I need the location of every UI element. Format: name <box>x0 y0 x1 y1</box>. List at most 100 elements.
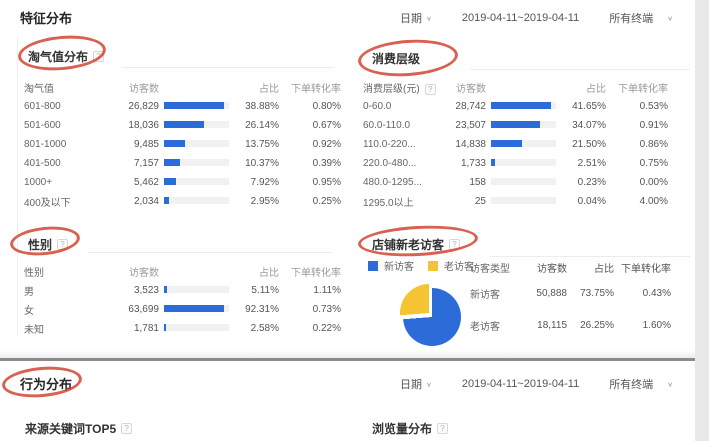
column-header: 性别 <box>24 268 44 279</box>
cell-conversion-rate: 0.43% <box>642 288 671 299</box>
bar-track <box>491 102 556 109</box>
bar-track <box>164 159 229 166</box>
visitors-bar <box>486 177 558 188</box>
cell-conversion-rate: 0.92% <box>312 139 341 150</box>
bar-track <box>164 121 229 128</box>
legend-item[interactable]: 新访客 <box>368 258 414 273</box>
table-row: 401-500 7,157 10.37% 0.39% <box>24 154 341 173</box>
pageviews-title-text: 浏览量分布 <box>372 422 433 436</box>
feature-header-controls: 日期 ∨ 2019-04-11~2019-04-11 所有终端 ∨ <box>400 8 700 28</box>
bar-track <box>164 102 229 109</box>
table-row: 110.0-220... 14,838 21.50% 0.86% <box>363 135 668 154</box>
visitors-bar <box>159 323 234 334</box>
visitors-bar <box>486 158 558 169</box>
cell-share: 73.75% <box>580 288 614 299</box>
cell-conversion-rate: 0.22% <box>312 323 341 334</box>
visitors-bar <box>486 139 558 150</box>
gender-section-title: 性别 ? <box>28 236 69 253</box>
table-row: 1295.0以上 25 0.04% 4.00% <box>363 192 668 211</box>
cell-visitors: 14,838 <box>455 139 486 150</box>
bar-track <box>491 140 556 147</box>
help-icon[interactable]: ? <box>449 239 461 250</box>
cell-visitors: 18,036 <box>128 120 159 131</box>
cell-share: 34.07% <box>572 120 606 131</box>
cell-share: 92.31% <box>245 304 279 315</box>
terminal-filter-dropdown[interactable]: 所有终端 ∨ <box>609 376 673 392</box>
table-row: 未知 1,781 2.58% 0.22% <box>24 319 341 338</box>
bar-fill <box>491 102 551 109</box>
terminal-filter-dropdown[interactable]: 所有终端 ∨ <box>609 10 673 26</box>
date-range-value[interactable]: 2019-04-11~2019-04-11 <box>461 378 580 390</box>
card-left-border <box>17 36 18 336</box>
divider-line <box>88 252 332 253</box>
table-header-row: 性别 访客数 占比 下单转化率 <box>24 262 341 281</box>
cell-conversion-rate: 0.73% <box>312 304 341 315</box>
chevron-down-icon: ∨ <box>667 14 674 22</box>
column-header: 访客类型 <box>470 264 510 275</box>
behavior-section-title: 行为分布 <box>20 377 73 392</box>
section-divider-line <box>0 358 695 361</box>
cell-visitors: 26,829 <box>128 101 159 112</box>
cell-share: 0.23% <box>577 177 606 188</box>
consume-section-title: 消费层级 <box>372 50 420 67</box>
taoqi-title-text: 淘气值分布 <box>28 50 89 64</box>
cell-visitors: 7,157 <box>133 158 159 169</box>
cell-label: 0-60.0 <box>363 101 392 112</box>
bar-track <box>164 324 229 331</box>
chevron-down-icon: ∨ <box>426 380 432 388</box>
cell-label: 1000+ <box>24 177 53 188</box>
visitors-bar <box>159 139 234 150</box>
table-row: 新访客 50,888 73.75% 0.43% <box>470 284 671 303</box>
bar-fill <box>164 178 176 185</box>
table-row: 0-60.0 28,742 41.65% 0.53% <box>363 97 668 116</box>
cell-visitors: 63,699 <box>128 304 159 315</box>
column-header: 下单转化率 <box>291 268 341 279</box>
bar-fill <box>164 159 180 166</box>
help-icon[interactable]: ? <box>121 423 133 434</box>
cell-conversion-rate: 0.39% <box>312 158 341 169</box>
cell-conversion-rate: 0.25% <box>312 196 341 207</box>
table-header-row: 淘气值 访客数 占比 下单转化率 <box>24 78 341 97</box>
table-row: 1000+ 5,462 7.92% 0.95% <box>24 173 341 192</box>
legend-swatch <box>428 260 438 271</box>
feature-section-title: 特征分布 <box>20 11 73 26</box>
table-row: 60.0-110.0 23,507 34.07% 0.91% <box>363 116 668 135</box>
table-row: 220.0-480... 1,733 2.51% 0.75% <box>363 154 668 173</box>
date-filter-dropdown[interactable]: 日期 ∨ <box>400 376 432 392</box>
taoqi-section-title: 淘气值分布 ? <box>28 48 105 65</box>
table-row: 801-1000 9,485 13.75% 0.92% <box>24 135 341 154</box>
cell-label: 1295.0以上 <box>363 198 414 209</box>
help-icon[interactable]: ? <box>93 51 105 62</box>
bar-track <box>491 121 556 128</box>
column-header: 访客数 <box>537 264 567 275</box>
date-range-value[interactable]: 2019-04-11~2019-04-11 <box>461 12 580 24</box>
cell-conversion-rate: 0.75% <box>639 158 668 169</box>
date-filter-dropdown[interactable]: 日期 ∨ <box>400 10 432 26</box>
terminal-filter-label: 所有终端 <box>609 379 654 391</box>
cell-conversion-rate: 1.60% <box>642 320 671 331</box>
cell-visitors: 18,115 <box>537 320 567 331</box>
column-header: 占比 <box>586 84 606 95</box>
bar-track <box>164 286 229 293</box>
visitors-bar <box>159 285 234 296</box>
date-filter-label: 日期 <box>400 379 422 391</box>
cell-share: 26.25% <box>580 320 614 331</box>
bar-track <box>164 140 229 147</box>
gender-table: 性别 访客数 占比 下单转化率男 3,523 5.11% 1.11% 女 63,699 92.31… <box>24 262 341 338</box>
cell-share: 2.95% <box>250 196 279 207</box>
cell-share: 5.11% <box>251 285 279 296</box>
visitors-bar <box>159 158 234 169</box>
cell-visitors: 23,507 <box>455 120 486 131</box>
help-icon[interactable]: ? <box>424 84 436 95</box>
cell-share: 2.51% <box>577 158 606 169</box>
help-icon[interactable]: ? <box>57 239 69 250</box>
legend-item[interactable]: 老访客 <box>428 258 474 273</box>
visitors-title-text: 店铺新老访客 <box>372 238 445 252</box>
pie-legend: 新访客 老访客 <box>368 258 488 273</box>
cell-share: 21.50% <box>572 139 606 150</box>
cell-label: 220.0-480... <box>363 158 417 169</box>
help-icon[interactable]: ? <box>437 423 449 434</box>
bar-track <box>491 197 556 204</box>
cell-conversion-rate: 0.91% <box>639 120 668 131</box>
section-divider <box>0 350 695 358</box>
